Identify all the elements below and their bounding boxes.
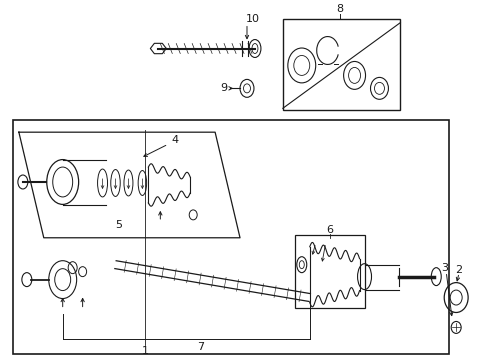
Text: 1: 1 <box>142 346 148 356</box>
Text: 8: 8 <box>335 4 343 14</box>
Bar <box>294 235 364 307</box>
Text: 2: 2 <box>455 265 462 275</box>
Text: 10: 10 <box>245 14 260 24</box>
Bar <box>282 19 400 110</box>
Text: 9: 9 <box>220 84 227 93</box>
Text: 5: 5 <box>115 220 122 230</box>
Text: 7: 7 <box>196 342 203 352</box>
Text: 4: 4 <box>171 135 179 145</box>
Text: 6: 6 <box>325 225 332 235</box>
Text: 3: 3 <box>440 263 447 273</box>
Bar <box>13 120 448 354</box>
